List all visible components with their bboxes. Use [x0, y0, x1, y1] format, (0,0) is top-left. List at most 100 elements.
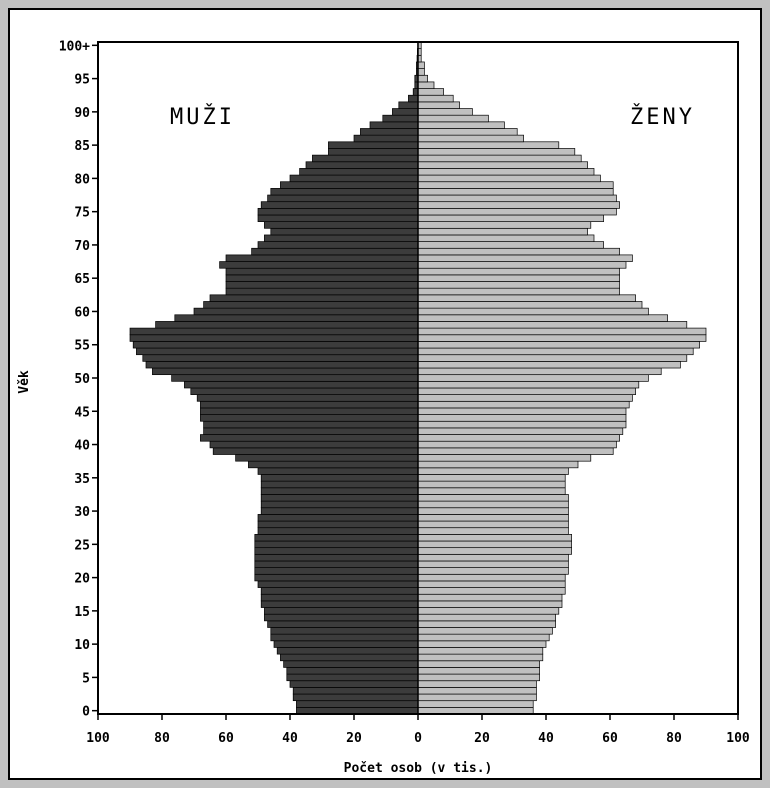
male-bar-age-86 [353, 134, 419, 143]
female-bar-age-26 [417, 534, 572, 542]
female-bar-age-18 [417, 587, 566, 595]
male-bar-age-2 [292, 693, 419, 702]
female-group-label: ŽENY [630, 104, 695, 130]
male-bar-age-42 [203, 427, 419, 435]
female-bar-age-4 [417, 680, 537, 688]
male-bar-age-19 [257, 580, 419, 588]
male-bar-age-81 [299, 168, 419, 176]
female-bar-age-85 [417, 141, 560, 149]
female-bar-age-21 [417, 567, 569, 575]
male-bar-age-33 [260, 487, 419, 495]
male-bar-age-65 [225, 274, 419, 282]
x-axis-title: Počet osob (v tis.) [344, 761, 493, 776]
female-bar-age-29 [417, 514, 569, 522]
male-bar-age-75 [257, 207, 419, 216]
female-bar-age-41 [417, 434, 620, 442]
male-bar-age-76 [260, 201, 419, 209]
x-tick-label: 40 [282, 731, 298, 746]
y-tick-label: 25 [74, 538, 90, 553]
male-bar-age-37 [248, 460, 419, 469]
female-bar-age-20 [417, 573, 566, 582]
male-bar-age-29 [257, 514, 419, 522]
y-tick-label: 75 [74, 206, 90, 221]
male-bar-age-83 [312, 154, 419, 163]
female-bar-age-46 [417, 400, 630, 409]
female-bar-age-12 [417, 627, 553, 635]
male-bar-age-10 [273, 640, 419, 648]
female-bar-age-59 [417, 314, 668, 322]
male-bar-age-38 [235, 454, 419, 462]
male-bar-age-51 [152, 367, 419, 376]
female-bar-age-65 [417, 274, 620, 282]
female-bar-age-3 [417, 687, 537, 695]
male-bar-age-31 [260, 500, 419, 509]
female-bar-age-13 [417, 620, 556, 628]
female-bar-age-32 [417, 494, 569, 502]
male-bar-age-69 [251, 247, 419, 256]
female-bar-age-94 [417, 81, 435, 89]
female-bar-age-72 [417, 227, 588, 236]
y-tick-label: 85 [74, 139, 90, 154]
female-bar-age-24 [417, 547, 572, 555]
female-bar-age-52 [417, 361, 681, 369]
female-bar-age-31 [417, 500, 569, 509]
female-bar-age-8 [417, 653, 544, 662]
male-bar-age-45 [200, 407, 419, 415]
male-bar-age-44 [200, 414, 419, 422]
male-bar-age-55 [132, 341, 419, 349]
x-tick-label: 20 [346, 731, 362, 746]
male-bar-age-89 [382, 114, 419, 123]
female-bar-age-7 [417, 660, 540, 668]
male-bar-age-92 [408, 94, 419, 103]
female-bar-age-91 [417, 101, 460, 109]
female-bar-age-62 [417, 294, 636, 302]
female-bar-age-66 [417, 267, 620, 276]
female-bar-age-10 [417, 640, 547, 648]
female-bar-age-95 [417, 74, 428, 83]
x-tick-label: 100 [726, 731, 750, 746]
male-bar-age-27 [257, 527, 419, 535]
male-bar-age-17 [260, 593, 419, 602]
male-bar-age-22 [254, 560, 419, 568]
female-bar-age-57 [417, 327, 707, 336]
male-bar-age-77 [267, 194, 419, 203]
male-bar-age-50 [171, 374, 419, 382]
female-bar-age-56 [417, 334, 707, 342]
female-bar-age-80 [417, 174, 601, 183]
female-bar-age-49 [417, 380, 640, 389]
male-bar-age-48 [190, 387, 419, 395]
male-bar-age-1 [296, 700, 419, 708]
female-bar-age-73 [417, 221, 592, 229]
male-bar-age-85 [328, 141, 419, 149]
y-tick-label: 80 [74, 172, 90, 187]
male-bar-age-64 [225, 281, 419, 289]
male-bar-age-58 [155, 321, 419, 329]
male-bar-age-21 [254, 567, 419, 575]
female-bar-age-64 [417, 281, 620, 289]
male-group-label: MUŽI [170, 104, 235, 130]
y-tick-label: 100+ [59, 39, 90, 54]
population-pyramid-chart: 0 5 10 15 20 25 30 35 40 45 50 55 60 65 70 75 80 85 90 95 10… [17, 39, 750, 776]
male-bar-age-87 [360, 128, 419, 136]
female-bar-age-90 [417, 108, 473, 116]
male-bar-age-28 [257, 520, 419, 529]
male-bar-age-8 [280, 653, 419, 662]
male-bar-age-90 [392, 108, 419, 116]
male-bar-age-36 [257, 467, 419, 475]
chart-frame: 0 5 10 15 20 25 30 35 40 45 50 55 60 65 70 75 80 85 90 95 10… [8, 8, 762, 780]
y-tick-label: 15 [74, 605, 90, 620]
female-bar-age-69 [417, 247, 620, 256]
female-bar-age-42 [417, 427, 624, 435]
male-bar-age-57 [129, 327, 419, 336]
male-bar-age-30 [260, 507, 419, 515]
female-bar-age-70 [417, 241, 604, 249]
y-tick-label: 50 [74, 372, 90, 387]
female-bar-age-84 [417, 148, 576, 156]
female-bar-age-63 [417, 287, 620, 296]
female-bar-age-25 [417, 540, 572, 549]
female-bar-age-2 [417, 693, 537, 702]
y-tick-label: 20 [74, 572, 90, 587]
male-bar-age-61 [203, 301, 419, 309]
y-tick-label: 65 [74, 272, 90, 287]
female-bar-age-37 [417, 460, 579, 469]
